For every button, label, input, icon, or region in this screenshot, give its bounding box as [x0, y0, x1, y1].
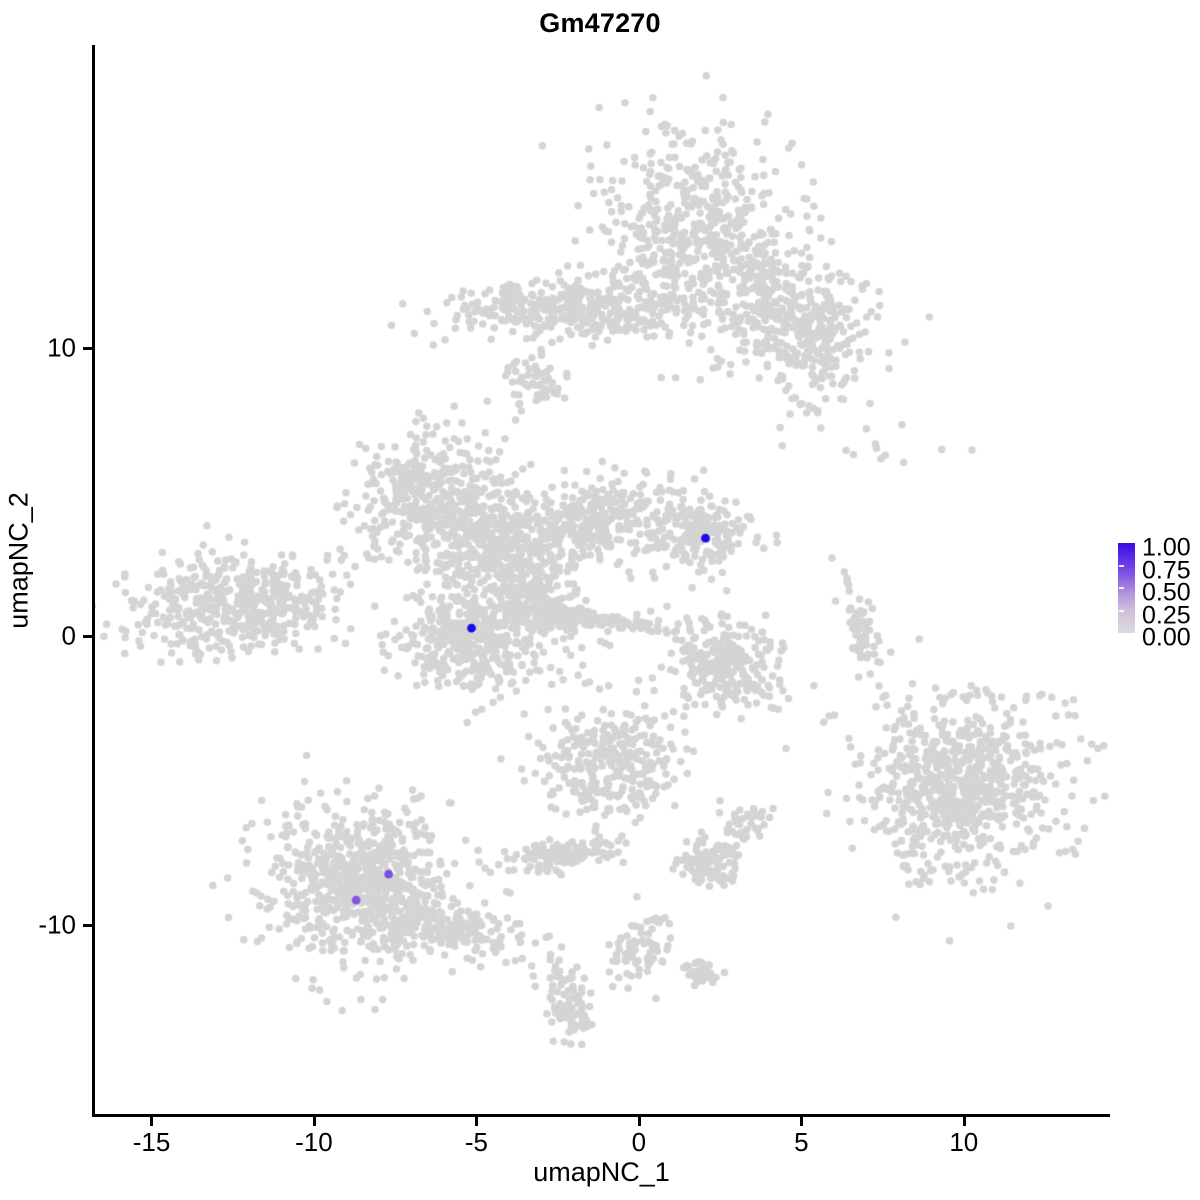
colorbar-label: 0.25 — [1142, 601, 1191, 629]
x-tick-mark — [150, 1117, 154, 1126]
colorbar-label: 0.50 — [1142, 578, 1191, 607]
y-tick-mark — [83, 635, 92, 639]
x-tick-label: 5 — [794, 1127, 809, 1157]
x-axis-title: umapNC_1 — [533, 1157, 670, 1187]
y-tick-label: 10 — [47, 332, 76, 363]
x-tick-label: 10 — [949, 1127, 979, 1157]
colorbar-label: 0.75 — [1142, 556, 1191, 584]
y-axis-line — [92, 45, 95, 1117]
colorbar-label: 0.00 — [1142, 623, 1191, 652]
y-axis-title: umapNC_2 — [3, 492, 34, 629]
x-tick-label: -10 — [295, 1127, 333, 1157]
colorbar-tick-mark — [1119, 564, 1124, 567]
colorbar-tick-mark — [1119, 609, 1124, 612]
x-tick-mark — [800, 1117, 804, 1126]
plot-panel — [93, 45, 1110, 1115]
x-tick-label: 0 — [631, 1127, 647, 1157]
x-tick-label: -15 — [132, 1127, 171, 1157]
colorbar-label: 1.00 — [1142, 533, 1191, 562]
colorbar-legend: 1.00 0.75 0.50 0.25 0.00 — [1118, 535, 1198, 652]
page-title: Gm47270 — [539, 8, 661, 38]
y-tick-label: 0 — [61, 620, 76, 651]
x-tick-mark — [962, 1117, 966, 1126]
y-tick-mark — [83, 923, 92, 927]
x-tick-label: -5 — [464, 1127, 488, 1157]
x-tick-mark — [312, 1117, 316, 1126]
y-tick-label: -10 — [38, 909, 76, 940]
x-tick-mark — [637, 1117, 641, 1126]
colorbar-tick-mark — [1119, 587, 1124, 589]
y-tick-mark — [83, 346, 92, 350]
x-axis-line — [92, 1114, 1110, 1117]
x-tick-mark — [475, 1117, 479, 1126]
scatter-point-layer — [93, 45, 1110, 1115]
